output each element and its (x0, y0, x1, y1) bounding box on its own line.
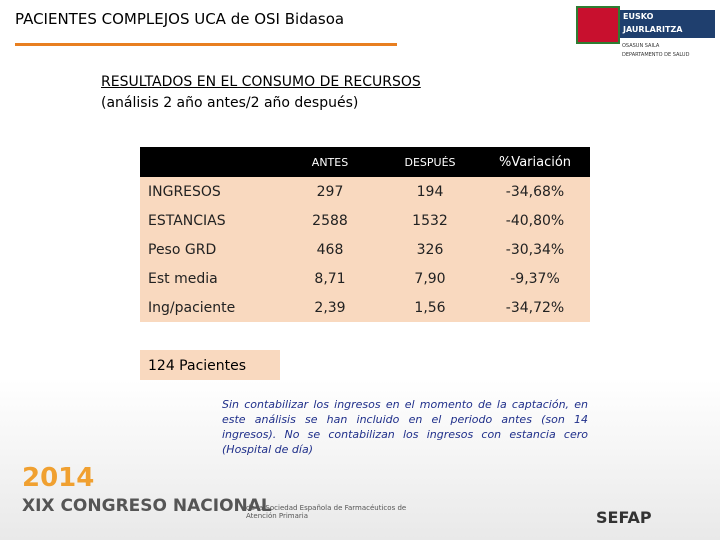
logo-shield (576, 6, 620, 44)
table-cell: INGRESOS (148, 183, 221, 200)
table-cell: ESTANCIAS (148, 212, 226, 229)
table-cell: 1532 (412, 212, 448, 229)
table-cell: 194 (416, 183, 444, 200)
footer-congress: XIX CONGRESO NACIONAL (22, 496, 272, 516)
table-cell: 8,71 (314, 270, 346, 287)
table-cell: 326 (416, 241, 444, 258)
table-row: INGRESOS 297 194 -34,68% (140, 177, 590, 206)
table-row: Est media 8,71 7,90 -9,37% (140, 264, 590, 293)
department: OSASUN SAILA DEPARTAMENTO DE SALUD (622, 42, 689, 60)
footer-year: 2014 (22, 463, 95, 493)
header-cell: DESPUÉS (404, 155, 456, 169)
table-cell: -34,68% (505, 183, 565, 200)
logo-line: EUSKO JAURLARITZA (623, 12, 683, 34)
table-cell: 468 (316, 241, 344, 258)
table-row: ESTANCIAS 2588 1532 -40,80% (140, 206, 590, 235)
table-cell: 7,90 (414, 270, 446, 287)
section-title: RESULTADOS EN EL CONSUMO DE RECURSOS (101, 74, 421, 90)
title: PACIENTES COMPLEJOS UCA de OSI Bidasoa (15, 10, 345, 28)
header-cell (140, 147, 280, 177)
logo-text: EUSKO JAURLARITZA GOBIERNO VASCO (620, 10, 715, 47)
table-cell: 297 (316, 183, 344, 200)
section-subtitle: (análisis 2 año antes/2 año después) (101, 95, 359, 111)
table-cell: 2588 (312, 212, 348, 229)
title-rule (15, 43, 397, 46)
table-cell: Ing/paciente (148, 299, 236, 316)
footer-society: de la Sociedad Española de Farmacéuticos… (246, 504, 407, 520)
table-cell: -9,37% (510, 270, 560, 287)
results-table: ANTES DESPUÉS %Variación INGRESOS 297 194 -… (140, 147, 590, 322)
table-row: Ing/paciente 2,39 1,56 -34,72% (140, 293, 590, 322)
header-cell: %Variación (498, 154, 572, 170)
table-cell: -30,34% (505, 241, 565, 258)
department-line: DEPARTAMENTO DE SALUD (622, 52, 690, 58)
note: Sin contabilizar los ingresos en el mome… (222, 398, 588, 456)
table-cell: -40,80% (505, 212, 565, 229)
table-cell: Est media (148, 270, 218, 287)
header-cell: ANTES (311, 155, 349, 169)
table-row: Peso GRD 468 326 -30,34% (140, 235, 590, 264)
table-cell: 2,39 (314, 299, 346, 316)
table-cell: 1,56 (414, 299, 446, 316)
table-cell: Peso GRD (148, 241, 217, 258)
table-body: INGRESOS 297 194 -34,68% ESTANCIAS 2588 1532 -4… (140, 177, 590, 322)
department-line: OSASUN SAILA (622, 43, 660, 49)
logo-line: GOBIERNO VASCO (623, 38, 704, 47)
footer-brand: SEFAP (596, 508, 652, 527)
table-cell: -34,72% (505, 299, 565, 316)
header-row: ANTES DESPUÉS %Variación (140, 147, 590, 177)
patients-box: 124 Pacientes (140, 350, 280, 380)
